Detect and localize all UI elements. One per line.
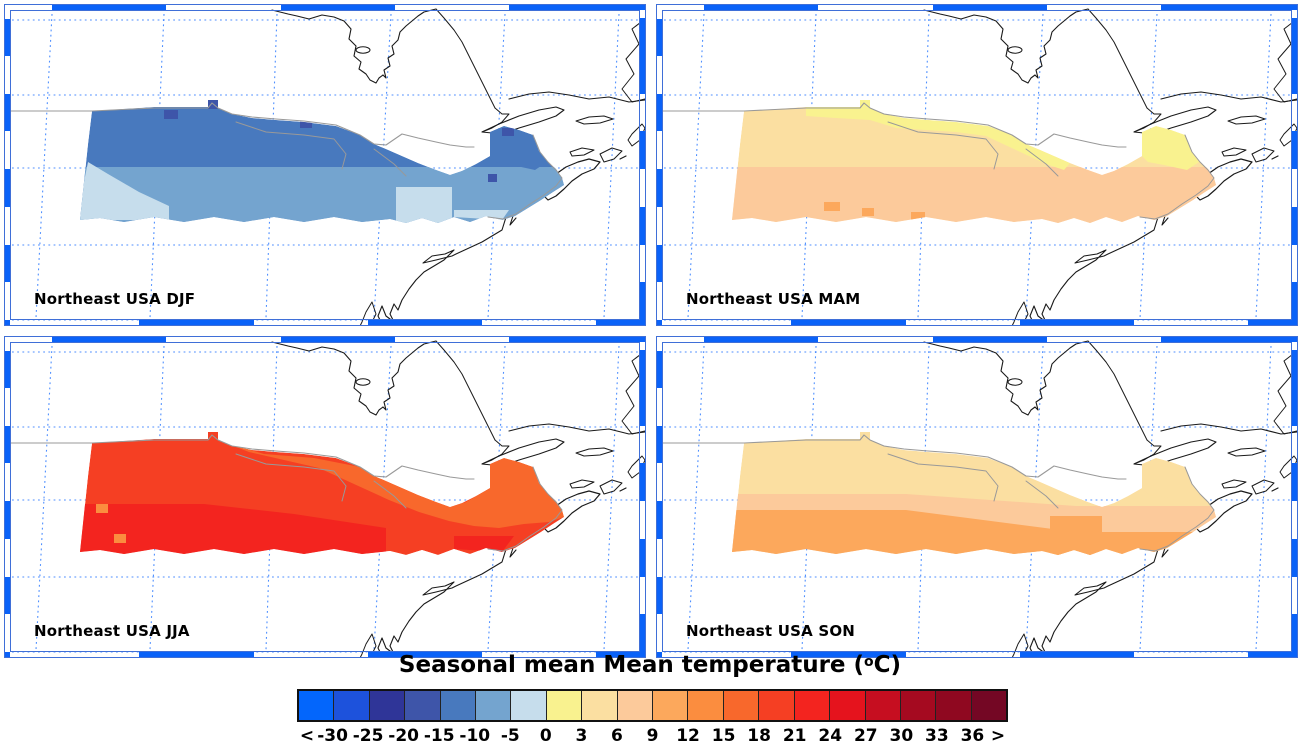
colorbar-tick-label: 3 (575, 726, 588, 746)
colorbar-tick-label: -5 (500, 726, 520, 746)
colorbar-tick-label: 9 (646, 726, 659, 746)
colorbar-cell (299, 691, 334, 720)
colorbar-tick-label: 36 (960, 726, 985, 746)
colorbar-tick-label: 24 (818, 726, 843, 746)
panel-label-mam: Northeast USA MAM (686, 290, 861, 308)
map-canvas-mam (656, 4, 1298, 326)
colorbar-tick-label: 33 (925, 726, 949, 746)
map-canvas-son (656, 336, 1298, 658)
colorbar-cell (368, 691, 405, 720)
figure-title: Seasonal mean Mean temperature (oC) (398, 652, 902, 678)
colorbar-cell (687, 691, 723, 720)
panel-label-son: Northeast USA SON (686, 622, 856, 640)
map-canvas-jja (4, 336, 646, 658)
colorbar-cell (829, 691, 865, 720)
colorbar (297, 689, 1008, 722)
colorbar-cell (864, 691, 900, 720)
colorbar-cell (510, 691, 546, 720)
colorbar-tick-label: 27 (853, 726, 878, 746)
colorbar-tick-label: 18 (747, 726, 771, 746)
colorbar-tick-label: 21 (782, 726, 807, 746)
colorbar-cell (404, 691, 440, 720)
colorbar-cell (581, 691, 617, 720)
colorbar-tick-label: 30 (889, 726, 914, 746)
colorbar-cell (758, 691, 794, 720)
colorbar-tick-label: -10 (459, 726, 491, 746)
map-panel-djf: Northeast USA DJF (4, 4, 646, 326)
colorbar-cell (545, 691, 582, 720)
map-canvas-djf (4, 4, 646, 326)
colorbar-cell (935, 691, 971, 720)
colorbar-tick-label: -25 (352, 726, 384, 746)
map-panel-mam: Northeast USA MAM (656, 4, 1298, 326)
colorbar-cell (970, 691, 1007, 720)
degree-superscript: o (864, 654, 874, 670)
colorbar-cell (722, 691, 759, 720)
colorbar-tick-label: < (299, 726, 315, 746)
panel-label-djf: Northeast USA DJF (34, 290, 196, 308)
colorbar-tick-label: -30 (317, 726, 348, 746)
map-panel-jja: Northeast USA JJA (4, 336, 646, 658)
colorbar-tick-labels: < -30 -25 -20 -15 -10 -5 0 3 6 9 12 15 18 21 24 27 30 33 36… (297, 726, 1008, 748)
colorbar-tick-label: 6 (611, 726, 623, 746)
colorbar-tick-label: > (990, 726, 1006, 746)
colorbar-tick-label: 0 (539, 726, 552, 746)
map-panel-son: Northeast USA SON (656, 336, 1298, 658)
colorbar-cell (616, 691, 653, 720)
colorbar-tick-label: 12 (676, 726, 700, 746)
colorbar-cell (793, 691, 830, 720)
colorbar-cell (439, 691, 476, 720)
colorbar-tick-label: -15 (423, 726, 455, 746)
colorbar-cell (652, 691, 688, 720)
colorbar-tick-label: -20 (388, 726, 419, 746)
colorbar-tick-label: 15 (711, 726, 736, 746)
colorbar-cell (899, 691, 936, 720)
colorbar-cell (475, 691, 511, 720)
colorbar-cell (333, 691, 369, 720)
panel-label-jja: Northeast USA JJA (34, 622, 190, 640)
